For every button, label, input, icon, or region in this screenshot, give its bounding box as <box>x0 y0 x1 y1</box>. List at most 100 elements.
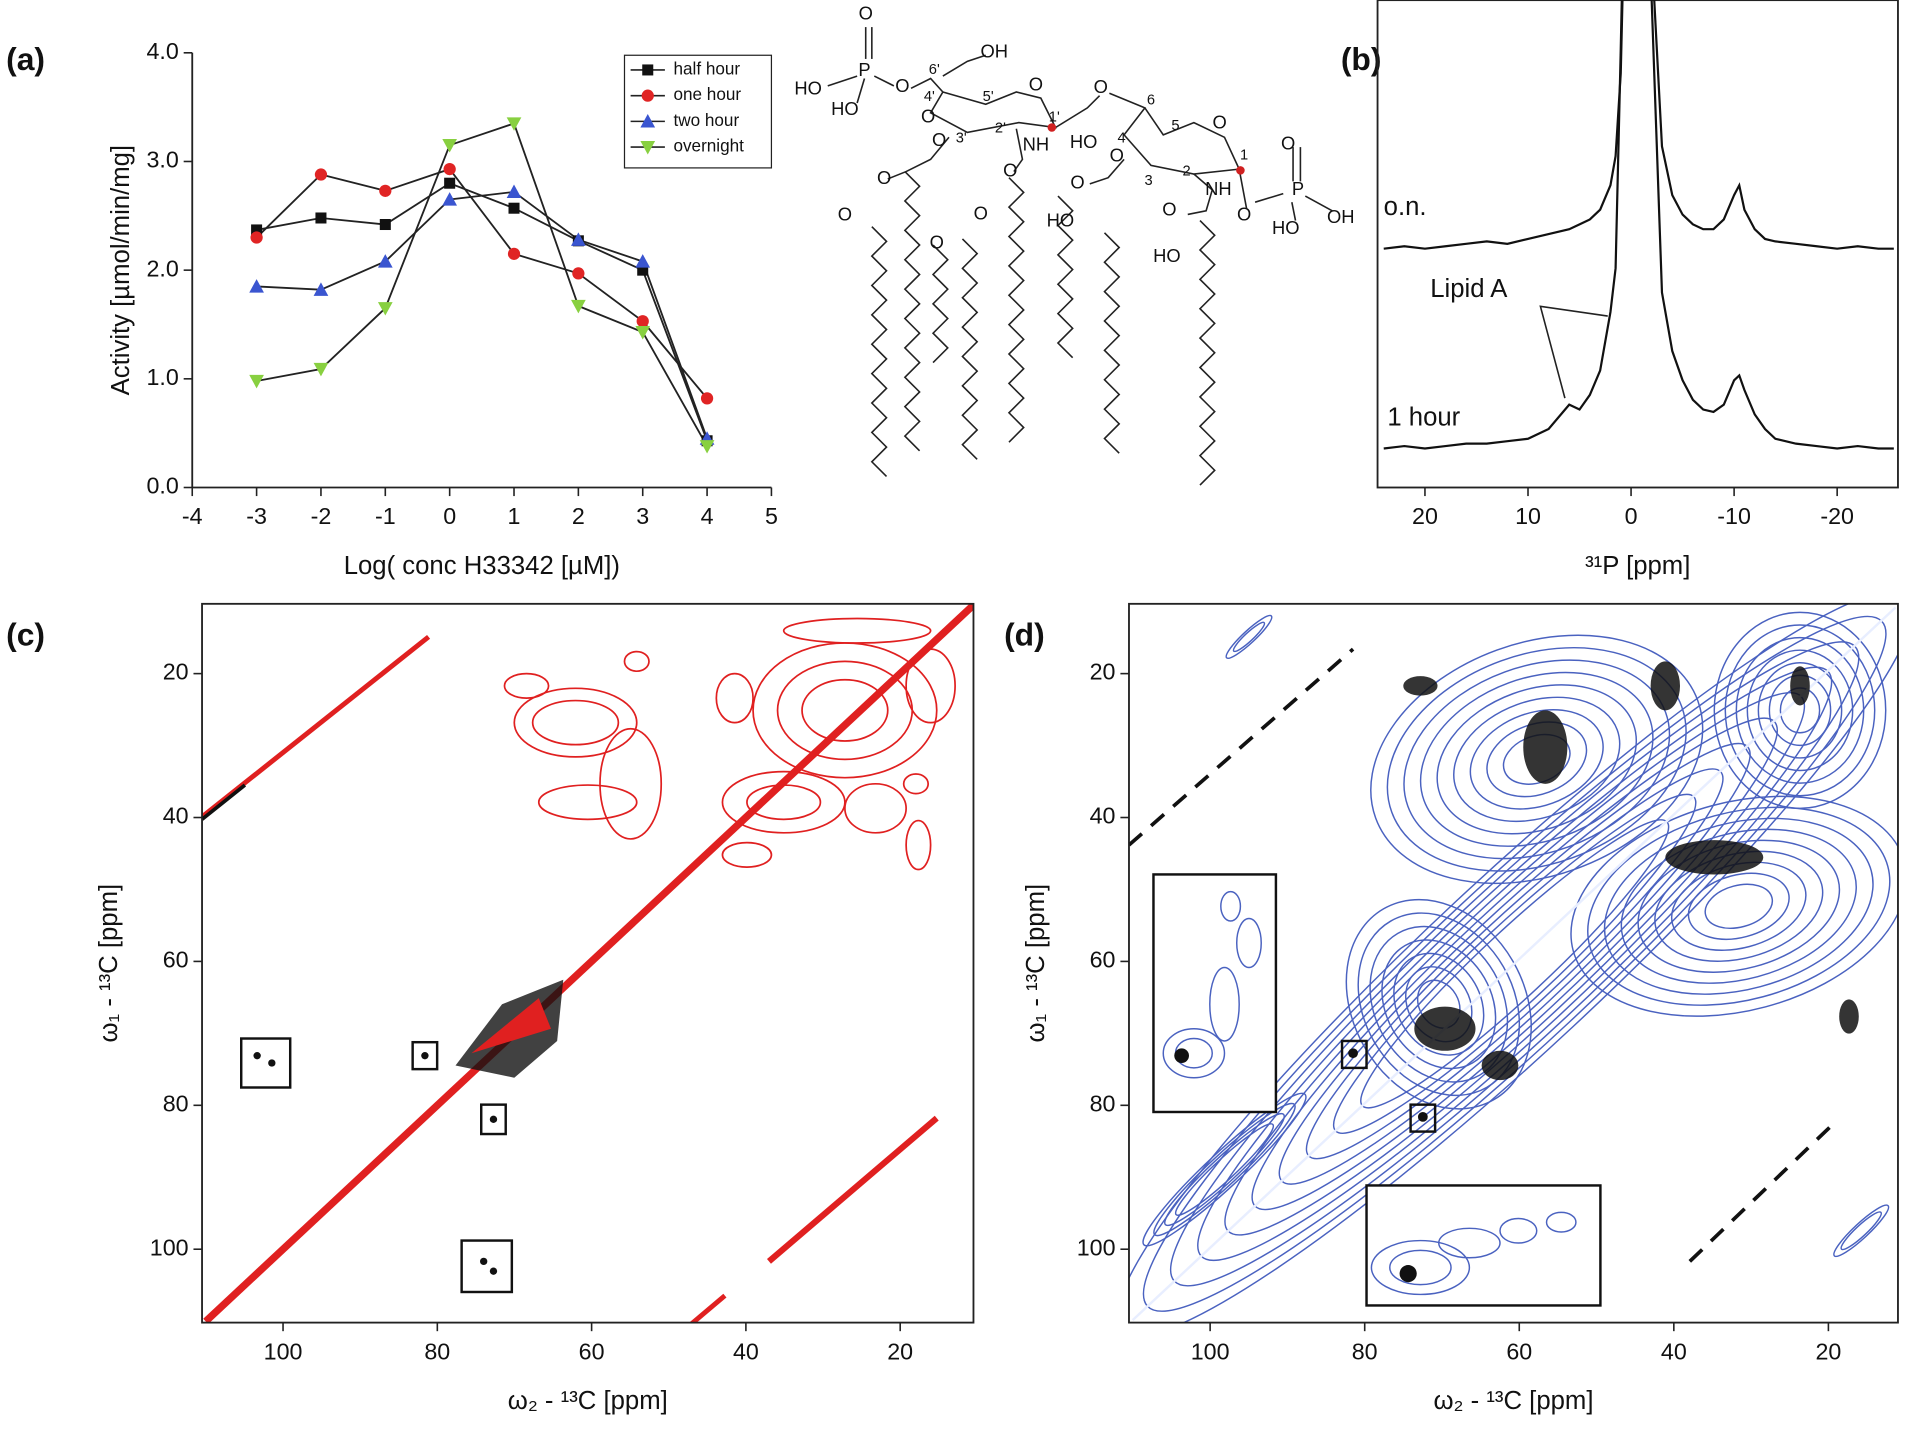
atom-label: 6' <box>929 62 940 78</box>
trace-label: o.n. <box>1384 193 1427 221</box>
atom-label: O <box>974 202 988 223</box>
marker <box>442 192 458 206</box>
panel-label: (a) <box>6 41 45 77</box>
x-tick-label: 20 <box>1412 503 1438 529</box>
atom-label: O <box>1281 132 1295 153</box>
atom-label: O <box>1003 159 1017 180</box>
atom-label: 5' <box>983 89 994 105</box>
anomeric-dot <box>1236 166 1245 175</box>
atom-label: 1' <box>1049 110 1060 126</box>
trace-label: 1 hour <box>1387 404 1460 432</box>
legend-label: half hour <box>673 58 740 78</box>
atom-label: HO <box>1047 210 1075 231</box>
marker <box>571 232 586 246</box>
series-line <box>255 168 708 399</box>
x-tick-label: 80 <box>1352 1338 1378 1364</box>
marker <box>379 219 391 231</box>
x-axis-label: Log( conc H33342 [µM]) <box>344 552 620 580</box>
marker <box>508 202 520 214</box>
marker <box>379 184 392 197</box>
x-tick-label: 40 <box>733 1338 759 1364</box>
y-tick-label: 0.0 <box>146 473 178 499</box>
atom-label: O <box>921 106 935 127</box>
y-tick-label: 100 <box>150 1234 189 1260</box>
marker <box>444 177 456 189</box>
marker <box>313 362 329 377</box>
marker <box>699 440 715 454</box>
y-tick-label: 100 <box>1077 1234 1116 1260</box>
x-tick-label: 5 <box>765 503 778 529</box>
marker <box>377 254 393 268</box>
plot-frame <box>201 602 975 1324</box>
y-tick-label: 60 <box>1090 947 1116 973</box>
x-tick-label: -1 <box>375 503 396 529</box>
y-tick-label: 80 <box>1090 1090 1116 1116</box>
atom-label: 4 <box>1118 130 1126 146</box>
marker <box>443 162 456 176</box>
annotation: Lipid A <box>1430 275 1508 303</box>
atom-label: NH <box>1205 178 1232 199</box>
marker <box>506 117 522 131</box>
marker <box>377 302 393 316</box>
plot-frame <box>1128 602 1899 1324</box>
atom-label: O <box>932 129 946 150</box>
atom-label: HO <box>1153 245 1181 266</box>
atom-label: 1 <box>1240 148 1248 164</box>
contour-image <box>1128 603 1898 1323</box>
marker <box>571 299 586 314</box>
marker <box>250 231 263 244</box>
x-tick-label: -20 <box>1820 503 1854 529</box>
series-line <box>256 122 708 447</box>
atom-label: 5 <box>1171 118 1179 134</box>
x-tick-label: 4 <box>701 503 714 529</box>
atom-label: NH <box>1023 134 1050 155</box>
atom-label: O <box>1162 199 1176 220</box>
marker <box>640 114 656 128</box>
marker <box>507 247 521 260</box>
x-tick-label: -3 <box>246 503 267 529</box>
x-tick-label: 20 <box>1815 1338 1841 1364</box>
atom-label: OH <box>1327 206 1355 227</box>
marker <box>313 282 329 296</box>
y-tick-label: 80 <box>163 1090 189 1116</box>
x-tick-label: 10 <box>1515 503 1541 529</box>
atom-label: 4' <box>924 89 935 105</box>
marker <box>572 267 585 280</box>
marker <box>506 184 522 199</box>
marker <box>635 325 651 340</box>
x-tick-label: 0 <box>1625 503 1638 529</box>
atom-label: O <box>859 3 873 24</box>
x-tick-label: -4 <box>182 503 203 529</box>
x-tick-label: -2 <box>311 503 332 529</box>
x-axis-label: ω₂ - ¹³C [ppm] <box>1433 1387 1593 1415</box>
legend-label: two hour <box>673 110 739 130</box>
x-tick-label: 100 <box>1191 1338 1230 1364</box>
atom-label: 2 <box>1182 163 1190 179</box>
marker <box>315 212 327 224</box>
y-tick-label: 60 <box>163 947 189 973</box>
panel-label: (d) <box>1004 616 1045 652</box>
marker <box>314 168 328 181</box>
atom-label: O <box>895 75 909 96</box>
y-axis-label: ω₁ - ¹³C [ppm] <box>1022 884 1050 1043</box>
marker <box>700 392 714 405</box>
x-tick-label: 80 <box>424 1338 450 1364</box>
x-tick-label: 20 <box>887 1338 913 1364</box>
y-tick-label: 4.0 <box>146 38 178 64</box>
atom-label: OH <box>981 41 1009 62</box>
atom-label: O <box>1094 76 1108 97</box>
atom-label: O <box>1029 74 1043 95</box>
atom-label: 3' <box>956 130 967 146</box>
marker <box>442 139 458 153</box>
plot-frame <box>1376 0 1899 489</box>
series-line <box>256 190 708 439</box>
x-axis-label: ω₂ - ¹³C [ppm] <box>508 1387 668 1415</box>
y-axis-label: Activity [µmol/min/mg] <box>107 145 135 395</box>
atom-label: HO <box>794 77 822 98</box>
x-tick-label: 0 <box>443 503 456 529</box>
marker <box>635 254 651 268</box>
x-tick-label: 3 <box>636 503 649 529</box>
x-tick-label: 40 <box>1661 1338 1687 1364</box>
